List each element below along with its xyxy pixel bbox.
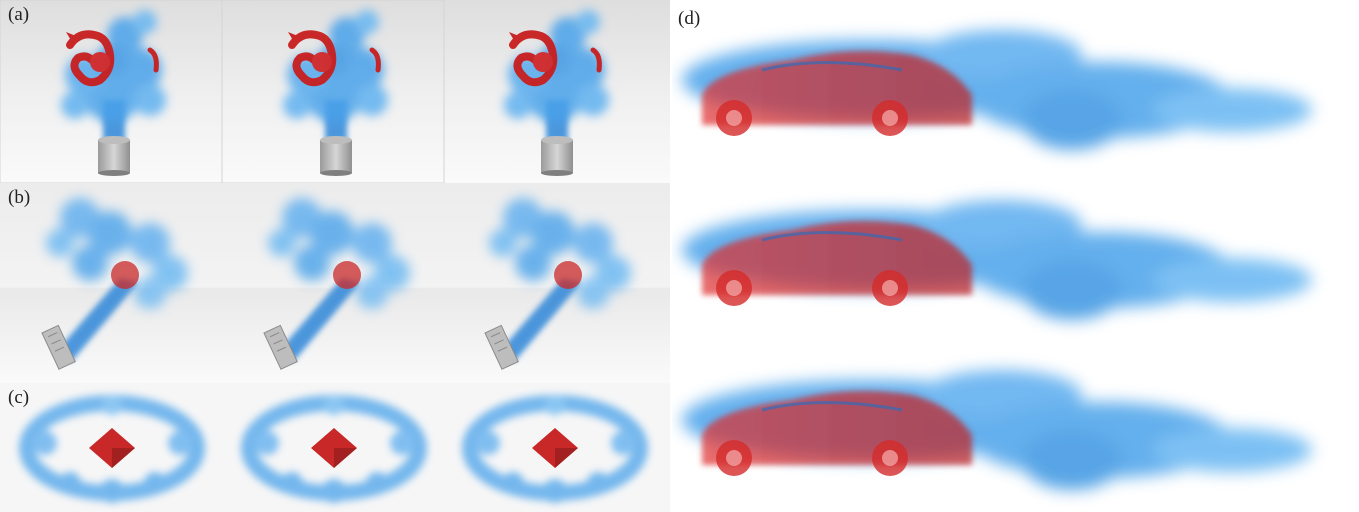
panel-b: (b) — [0, 183, 670, 383]
panel-a: (a) — [0, 0, 670, 183]
panel-label-b: (b) — [8, 187, 31, 208]
panel-label-a: (a) — [8, 4, 30, 25]
panel-label-d: (d) — [678, 8, 701, 29]
panel-d-render — [672, 0, 1359, 512]
panel-a-render — [0, 0, 670, 183]
panel-label-c: (c) — [8, 387, 30, 408]
panel-d: (d) — [672, 0, 1359, 512]
panel-b-render — [0, 183, 670, 383]
panel-c: (c) — [0, 383, 670, 512]
panel-c-render — [0, 383, 670, 512]
